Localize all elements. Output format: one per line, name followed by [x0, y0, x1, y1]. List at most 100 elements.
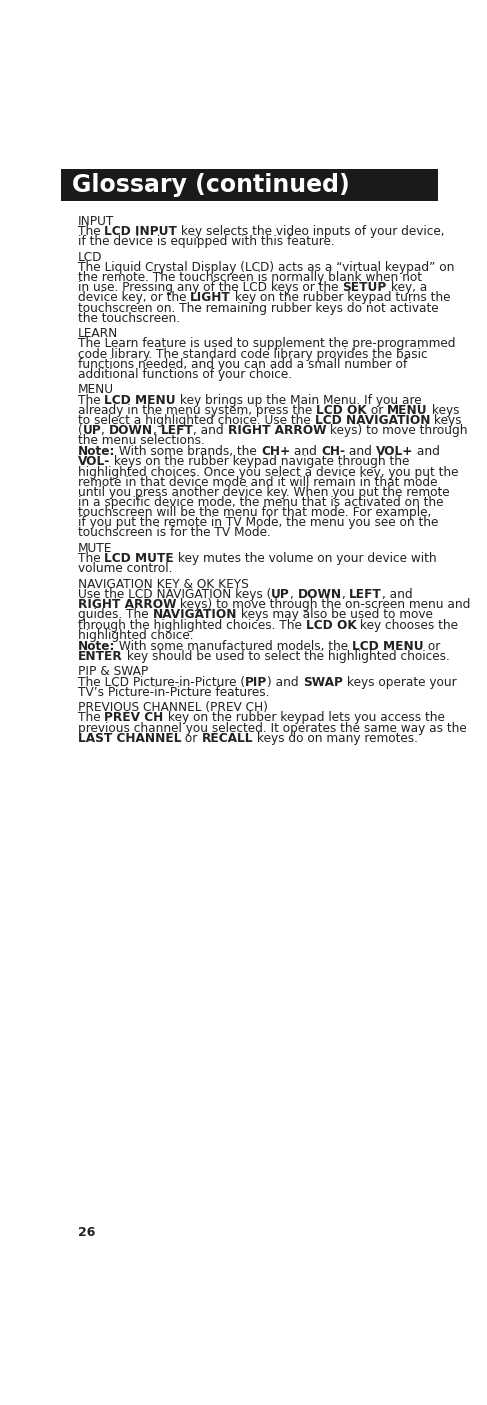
Text: in use. Pressing any of the LCD keys or the: in use. Pressing any of the LCD keys or …	[78, 281, 342, 294]
Text: MENU: MENU	[387, 403, 428, 417]
Text: The: The	[78, 225, 104, 237]
Text: DOWN: DOWN	[298, 589, 342, 601]
Text: keys: keys	[430, 414, 462, 427]
Text: LCD OK: LCD OK	[306, 618, 356, 632]
Text: ,: ,	[342, 589, 349, 601]
Text: guides. The: guides. The	[78, 608, 152, 621]
Text: LAST CHANNEL: LAST CHANNEL	[78, 732, 182, 745]
Text: keys operate your: keys operate your	[342, 676, 456, 688]
Text: or: or	[424, 639, 440, 653]
Text: The: The	[78, 552, 104, 565]
Text: until you press another device key. When you put the remote: until you press another device key. When…	[78, 486, 450, 499]
Text: highlighted choices. Once you select a device key, you put the: highlighted choices. Once you select a d…	[78, 465, 458, 479]
Text: CH-: CH-	[321, 445, 345, 458]
Text: INPUT: INPUT	[78, 215, 114, 228]
Text: if you put the remote in TV Mode, the menu you see on the: if you put the remote in TV Mode, the me…	[78, 516, 438, 530]
Text: The Learn feature is used to supplement the pre-programmed: The Learn feature is used to supplement …	[78, 337, 455, 350]
Text: functions needed, and you can add a small number of: functions needed, and you can add a smal…	[78, 358, 407, 371]
Text: PREVIOUS CHANNEL (PREV CH): PREVIOUS CHANNEL (PREV CH)	[78, 701, 268, 714]
Text: key, a: key, a	[387, 281, 427, 294]
Text: and: and	[345, 445, 375, 458]
Text: keys do on many remotes.: keys do on many remotes.	[253, 732, 418, 745]
Text: the touchscreen.: the touchscreen.	[78, 312, 180, 325]
Text: Use the LCD NAVIGATION keys (: Use the LCD NAVIGATION keys (	[78, 589, 271, 601]
Text: highlighted choice.: highlighted choice.	[78, 629, 193, 642]
Text: ,: ,	[290, 589, 298, 601]
Text: keys: keys	[428, 403, 459, 417]
Text: in a specific device mode, the menu that is activated on the: in a specific device mode, the menu that…	[78, 496, 444, 509]
Text: and: and	[413, 445, 440, 458]
Text: keys) to move through the on-screen menu and: keys) to move through the on-screen menu…	[176, 599, 471, 611]
Text: LEFT: LEFT	[349, 589, 382, 601]
Text: LIGHT: LIGHT	[190, 291, 231, 305]
Text: remote in that device mode and it will remain in that mode: remote in that device mode and it will r…	[78, 476, 437, 489]
Text: The: The	[78, 393, 104, 406]
Text: CH+: CH+	[261, 445, 290, 458]
Text: LCD MENU: LCD MENU	[353, 639, 424, 653]
Text: NAVIGATION KEY & OK KEYS: NAVIGATION KEY & OK KEYS	[78, 577, 249, 592]
Text: touchscreen is for the TV Mode.: touchscreen is for the TV Mode.	[78, 527, 271, 540]
Text: key brings up the Main Menu. If you are: key brings up the Main Menu. If you are	[176, 393, 422, 406]
Text: ENTER: ENTER	[78, 651, 123, 663]
Text: TV’s Picture-in-Picture features.: TV’s Picture-in-Picture features.	[78, 686, 269, 698]
Text: LCD INPUT: LCD INPUT	[104, 225, 177, 237]
Text: (: (	[78, 424, 83, 437]
Text: NAVIGATION: NAVIGATION	[152, 608, 237, 621]
Text: VOL+: VOL+	[375, 445, 413, 458]
Text: keys may also be used to move: keys may also be used to move	[237, 608, 433, 621]
Text: The: The	[78, 711, 104, 725]
Text: the remote. The touchscreen is normally blank when not: the remote. The touchscreen is normally …	[78, 271, 422, 284]
Text: ,: ,	[101, 424, 109, 437]
Text: PIP & SWAP: PIP & SWAP	[78, 666, 148, 679]
Text: through the highlighted choices. The: through the highlighted choices. The	[78, 618, 306, 632]
Text: VOL-: VOL-	[78, 455, 110, 468]
Text: keys) to move through: keys) to move through	[326, 424, 468, 437]
Text: and: and	[290, 445, 321, 458]
Text: PREV CH: PREV CH	[104, 711, 164, 725]
Text: additional functions of your choice.: additional functions of your choice.	[78, 368, 292, 381]
Text: 26: 26	[78, 1227, 95, 1239]
Text: RECALL: RECALL	[202, 732, 253, 745]
Text: With some manufactured models, the: With some manufactured models, the	[115, 639, 353, 653]
Text: DOWN: DOWN	[109, 424, 153, 437]
Text: touchscreen on. The remaining rubber keys do not activate: touchscreen on. The remaining rubber key…	[78, 302, 439, 315]
Text: keys on the rubber keypad navigate through the: keys on the rubber keypad navigate throu…	[110, 455, 410, 468]
Text: LEFT: LEFT	[161, 424, 193, 437]
Text: code library. The standard code library provides the basic: code library. The standard code library …	[78, 347, 428, 361]
Text: Note:: Note:	[78, 639, 115, 653]
Text: Glossary (continued): Glossary (continued)	[72, 173, 350, 197]
Text: SWAP: SWAP	[303, 676, 342, 688]
Text: ) and: ) and	[267, 676, 303, 688]
Text: previous channel you selected. It operates the same way as the: previous channel you selected. It operat…	[78, 722, 467, 735]
Text: key on the rubber keypad lets you access the: key on the rubber keypad lets you access…	[164, 711, 445, 725]
Text: UP: UP	[271, 589, 290, 601]
Text: LCD: LCD	[78, 250, 102, 264]
Bar	[61, 169, 438, 201]
Text: SETUP: SETUP	[342, 281, 387, 294]
Text: key on the rubber keypad turns the: key on the rubber keypad turns the	[231, 291, 450, 305]
Text: volume control.: volume control.	[78, 562, 172, 576]
Text: LCD OK: LCD OK	[316, 403, 367, 417]
Text: or: or	[182, 732, 202, 745]
Text: device key, or the: device key, or the	[78, 291, 190, 305]
Text: Note:: Note:	[78, 445, 115, 458]
Text: RIGHT ARROW: RIGHT ARROW	[228, 424, 326, 437]
Text: , and: , and	[193, 424, 228, 437]
Text: key should be used to select the highlighted choices.: key should be used to select the highlig…	[123, 651, 450, 663]
Text: if the device is equipped with this feature.: if the device is equipped with this feat…	[78, 235, 335, 249]
Text: LCD NAVIGATION: LCD NAVIGATION	[315, 414, 430, 427]
Text: UP: UP	[83, 424, 101, 437]
Text: LCD MUTE: LCD MUTE	[104, 552, 174, 565]
Text: the menu selections.: the menu selections.	[78, 434, 205, 447]
Text: LCD MENU: LCD MENU	[104, 393, 176, 406]
Text: LEARN: LEARN	[78, 327, 118, 340]
Text: already in the menu system, press the: already in the menu system, press the	[78, 403, 316, 417]
Text: The LCD Picture-in-Picture (: The LCD Picture-in-Picture (	[78, 676, 245, 688]
Text: or: or	[367, 403, 387, 417]
Text: , and: , and	[382, 589, 412, 601]
Text: MUTE: MUTE	[78, 542, 112, 555]
Text: key selects the video inputs of your device,: key selects the video inputs of your dev…	[177, 225, 445, 237]
Text: PIP: PIP	[245, 676, 267, 688]
Text: key mutes the volume on your device with: key mutes the volume on your device with	[174, 552, 437, 565]
Text: The Liquid Crystal Display (LCD) acts as a “virtual keypad” on: The Liquid Crystal Display (LCD) acts as…	[78, 261, 454, 274]
